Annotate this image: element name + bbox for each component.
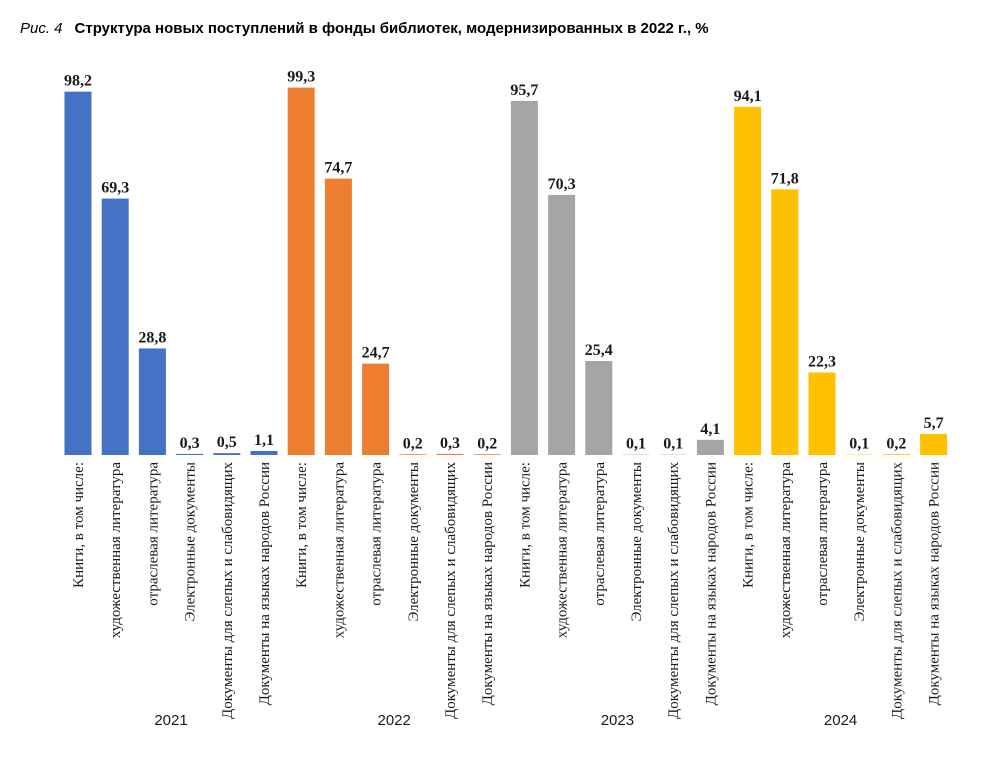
value-label: 25,4 <box>585 342 613 359</box>
category-label: Книги, в том числе: <box>71 462 87 588</box>
value-label: 0,3 <box>440 435 460 452</box>
category-label: Документы для слепых и слабовидящих <box>220 462 236 720</box>
year-label-2024: 2024 <box>824 712 857 729</box>
value-label: 5,7 <box>924 415 944 432</box>
bar-2022-4 <box>436 453 464 455</box>
category-label: Книги, в том числе: <box>517 462 533 588</box>
bar-2023-5 <box>696 439 724 455</box>
value-label: 98,2 <box>64 73 92 90</box>
bar-2023-0 <box>510 100 538 455</box>
category-label: художественная литература <box>555 462 571 639</box>
category-label: отраслевая литература <box>815 462 831 606</box>
value-label: 74,7 <box>324 160 352 177</box>
category-label: Документы на языках народов России <box>480 462 496 705</box>
figure-caption: Рис. 4 Структура новых поступлений в фонд… <box>20 20 709 37</box>
value-label: 69,3 <box>101 180 129 197</box>
value-label: 0,1 <box>626 436 646 453</box>
value-label: 24,7 <box>362 345 390 362</box>
category-label: Электронные документы <box>406 462 422 622</box>
bar-2022-2 <box>362 363 390 455</box>
value-label: 71,8 <box>771 170 799 187</box>
bar-2024-4 <box>882 454 910 455</box>
bar-2024-5 <box>920 433 948 455</box>
value-label: 95,7 <box>510 82 538 99</box>
chart-title: Структура новых поступлений в фонды библ… <box>74 20 709 37</box>
category-label: Документы для слепых и слабовидящих <box>443 462 459 720</box>
bar-2023-2 <box>585 361 613 455</box>
bar-2022-0 <box>287 87 315 455</box>
category-label: отраслевая литература <box>592 462 608 606</box>
value-label: 70,3 <box>548 176 576 193</box>
category-label: Электронные документы <box>629 462 645 622</box>
category-label: Электронные документы <box>183 462 199 622</box>
bar-2023-1 <box>548 194 576 455</box>
bar-2021-2 <box>138 348 166 455</box>
value-label: 94,1 <box>734 88 762 105</box>
bar-2022-5 <box>473 454 501 455</box>
value-label: 0,5 <box>217 434 237 451</box>
value-label: 22,3 <box>808 353 836 370</box>
year-label-2022: 2022 <box>378 712 411 729</box>
category-label: Документы для слепых и слабовидящих <box>666 462 682 720</box>
value-label: 0,1 <box>849 436 869 453</box>
bar-2021-0 <box>64 91 92 455</box>
category-label: художественная литература <box>778 462 794 639</box>
bar-2021-1 <box>101 198 129 455</box>
bar-2021-5 <box>250 450 278 455</box>
category-label: Книги, в том числе: <box>294 462 310 588</box>
value-label: 4,1 <box>700 421 720 438</box>
value-label: 99,3 <box>287 69 315 86</box>
category-label: Электронные документы <box>852 462 868 622</box>
value-label: 0,2 <box>403 435 423 452</box>
category-label: Документы на языках народов России <box>703 462 719 705</box>
category-label: Документы на языках народов России <box>927 462 943 705</box>
category-label: Книги, в том числе: <box>741 462 757 588</box>
category-label: художественная литература <box>331 462 347 639</box>
value-label: 0,1 <box>663 436 683 453</box>
bar-2022-3 <box>399 454 427 455</box>
year-label-2021: 2021 <box>154 712 187 729</box>
value-label: 28,8 <box>138 329 166 346</box>
bar-2024-2 <box>808 372 836 455</box>
category-label: Документы на языках народов России <box>257 462 273 705</box>
bar-2021-4 <box>213 453 241 455</box>
bar-2021-3 <box>176 453 204 455</box>
bar-2024-0 <box>734 106 762 455</box>
year-label-2023: 2023 <box>601 712 634 729</box>
category-label: отраслевая литература <box>369 462 385 606</box>
value-label: 0,2 <box>886 435 906 452</box>
category-label: Документы для слепых и слабовидящих <box>889 462 905 720</box>
value-label: 0,3 <box>180 435 200 452</box>
bar-2022-1 <box>324 178 352 456</box>
category-label: отраслевая литература <box>145 462 161 606</box>
bar-2024-1 <box>771 189 799 455</box>
category-label: художественная литература <box>108 462 124 639</box>
figure-number: Рис. 4 <box>20 20 63 37</box>
value-label: 0,2 <box>477 435 497 452</box>
value-label: 1,1 <box>254 432 274 449</box>
